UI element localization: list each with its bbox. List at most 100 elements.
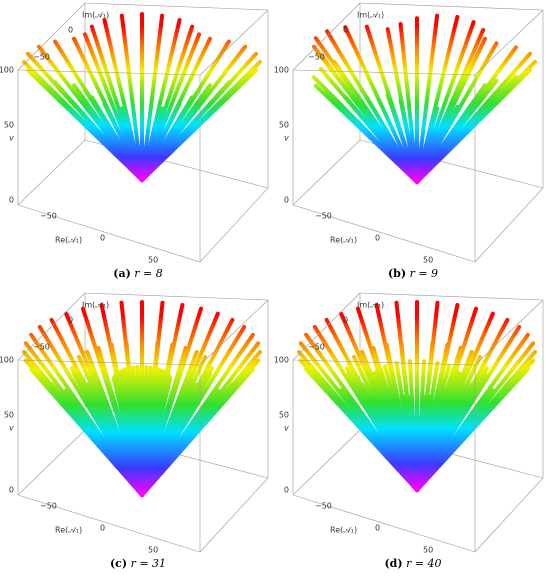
caption: (d) r = 40	[384, 557, 441, 570]
cube-edge	[199, 187, 269, 263]
v-tick-label: 0	[9, 196, 14, 205]
caption: (a) r = 8	[113, 267, 163, 280]
cube-edge	[474, 477, 544, 553]
ray	[140, 44, 248, 182]
v-tick-label: 50	[4, 121, 14, 130]
v-tick-label: 0	[9, 486, 14, 495]
ray	[89, 24, 144, 182]
re-tick-label: 50	[423, 546, 433, 555]
caption-label: (a)	[113, 267, 131, 280]
im-tick-label: −50	[33, 343, 50, 352]
cube-edge	[17, 204, 201, 263]
cube-edge	[474, 9, 544, 76]
re-tick-label: −50	[315, 502, 332, 511]
cube-edge	[84, 2, 269, 11]
cube-edge	[199, 477, 269, 553]
cube-edge	[292, 139, 361, 206]
im-tick-label: −50	[308, 343, 325, 352]
re-tick-label: 0	[100, 524, 105, 533]
cube-edge	[17, 2, 86, 71]
im-axis-label: Im(𝒜₁)	[82, 11, 109, 20]
ray	[415, 13, 440, 184]
caption-label: (b)	[388, 267, 406, 280]
ray	[415, 36, 487, 184]
v-tick-label: 100	[274, 356, 289, 365]
subfigure: Im(𝒜₁) 0 −50 v 100 50 0 −50 Re(𝒜₁) 0 50 (a) r = 8	[0, 2, 269, 280]
ray	[325, 29, 419, 184]
v-axis-label: v	[9, 134, 14, 143]
cube-edge	[17, 494, 201, 553]
re-tick-label: 50	[423, 256, 433, 265]
im-axis-label: Im(𝒜₁)	[82, 301, 109, 310]
ray	[364, 24, 419, 184]
cube-edge	[474, 299, 544, 366]
re-axis-label: Re(𝒜₁)	[330, 236, 357, 245]
re-tick-label: −50	[40, 212, 57, 221]
v-tick-label: 50	[279, 411, 289, 420]
ray	[415, 360, 488, 492]
ray	[415, 45, 519, 184]
v-tick-label: 50	[4, 411, 14, 420]
ray	[140, 13, 165, 182]
re-axis-label: Re(𝒜₁)	[330, 526, 357, 535]
im-axis-label: Im(𝒜₁)	[357, 301, 384, 310]
im-axis-label: Im(𝒜₁)	[357, 11, 384, 20]
caption-text: r = 31	[131, 557, 166, 570]
caption-text: r = 8	[134, 267, 162, 280]
subfigure: Im(𝒜₁) 0 −50 v 100 50 0 −50 Re(𝒜₁) 0 50 (b) r = 9	[274, 2, 544, 280]
re-tick-label: 0	[375, 234, 380, 243]
caption-text: r = 9	[410, 267, 438, 280]
cube-edge	[292, 204, 476, 263]
ray	[343, 25, 419, 184]
caption: (b) r = 9	[388, 267, 438, 280]
v-axis-label: v	[284, 424, 289, 433]
ray	[25, 51, 144, 182]
cube-edge	[474, 187, 544, 263]
cube-edge	[17, 69, 201, 76]
re-tick-label: 0	[375, 524, 380, 533]
re-tick-label: 50	[148, 546, 158, 555]
cube-edge	[292, 69, 476, 76]
v-tick-label: 100	[0, 66, 14, 75]
re-tick-label: −50	[315, 212, 332, 221]
cube-edge	[292, 292, 361, 361]
caption-text: r = 40	[406, 557, 441, 570]
im-tick-label: 0	[68, 316, 73, 325]
cube-edge	[292, 429, 361, 496]
v-axis-label: v	[9, 424, 14, 433]
im-tick-label: 0	[343, 26, 348, 35]
re-tick-label: 0	[100, 234, 105, 243]
ray	[140, 360, 213, 497]
ray	[36, 44, 144, 182]
ray	[53, 39, 144, 182]
caption-label: (d)	[384, 557, 402, 570]
cube-edge	[17, 429, 86, 496]
v-tick-label: 100	[274, 66, 289, 75]
ray	[140, 36, 212, 182]
v-tick-label: 0	[284, 196, 289, 205]
v-tick-label: 0	[284, 486, 289, 495]
ray	[415, 41, 499, 184]
subfigure: Im(𝒜₁) 0 −50 v 100 50 0 −50 Re(𝒜₁) 0 50 (c) r = 31	[0, 292, 269, 570]
cube-edge	[17, 292, 86, 361]
subfigure: Im(𝒜₁) 0 −50 v 100 50 0 −50 Re(𝒜₁) 0 50 (d) r = 40	[274, 292, 544, 570]
ray	[415, 51, 532, 184]
cube-edge	[292, 2, 361, 71]
im-tick-label: 0	[343, 316, 348, 325]
cube-edge	[292, 359, 476, 366]
cube-edge	[359, 292, 544, 301]
ray	[140, 375, 172, 497]
v-tick-label: 100	[0, 356, 14, 365]
caption-label: (c)	[110, 557, 127, 570]
im-tick-label: −50	[33, 53, 50, 62]
ray	[385, 27, 419, 184]
re-tick-label: 50	[148, 256, 158, 265]
caption: (c) r = 31	[110, 557, 166, 570]
ray	[119, 13, 144, 182]
ray	[140, 18, 182, 182]
cube-edge	[84, 292, 269, 301]
re-axis-label: Re(𝒜₁)	[55, 526, 82, 535]
cube-edge	[199, 9, 269, 76]
re-axis-label: Re(𝒜₁)	[55, 236, 82, 245]
